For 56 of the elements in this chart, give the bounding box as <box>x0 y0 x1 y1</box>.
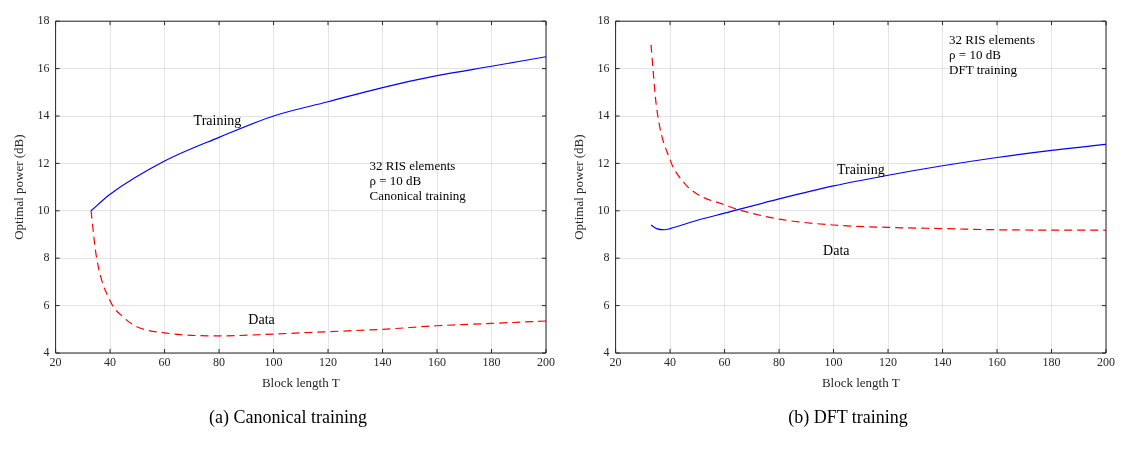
text: (b) DFT training <box>787 407 909 428</box>
annotation: 32 RIS elements <box>949 32 1036 48</box>
y-tick-label: 14 <box>597 108 610 123</box>
x-axis-title: Block length T <box>261 374 340 390</box>
x-tick-label: 140 <box>933 355 952 370</box>
series-label: Training <box>193 113 242 128</box>
x-tick-label: 120 <box>319 355 338 370</box>
x-tick-label: 60 <box>718 355 731 370</box>
x-tick-label: 20 <box>49 355 62 370</box>
y-tick-label: 10 <box>597 202 610 217</box>
y-tick-label: 6 <box>43 297 50 312</box>
x-tick-label: 40 <box>664 355 677 370</box>
x-tick-label: 80 <box>773 355 786 370</box>
y-tick-label: 16 <box>597 60 610 75</box>
text: (a) Canonical training <box>208 407 368 428</box>
line-series <box>650 44 1106 231</box>
x-tick-label: 140 <box>373 355 392 370</box>
y-tick-label: 16 <box>37 60 50 75</box>
y-tick-label: 18 <box>597 13 610 28</box>
series-label: Data <box>248 311 276 327</box>
x-tick-label: 80 <box>213 355 226 370</box>
y-tick-label: 12 <box>37 155 50 170</box>
x-tick-label: 180 <box>1042 355 1061 370</box>
x-tick-label: 160 <box>428 355 447 370</box>
x-tick-label: 200 <box>1097 355 1115 370</box>
annotation: Canonical training <box>369 188 467 204</box>
x-tick-label: 40 <box>104 355 117 370</box>
annotation: ρ = 10 dB <box>949 47 1002 63</box>
y-tick-label: 10 <box>37 202 50 217</box>
y-tick-label: 14 <box>37 108 50 123</box>
x-tick-label: 20 <box>609 355 622 370</box>
series-label: Data <box>823 242 851 258</box>
line-series <box>650 143 1106 231</box>
y-axis-title: Optimal power (dB) <box>11 134 27 240</box>
x-tick-label: 180 <box>482 355 501 370</box>
annotation: DFT training <box>949 62 1018 78</box>
line-series <box>90 210 546 337</box>
y-axis-title: Optimal power (dB) <box>571 134 587 240</box>
x-tick-label: 100 <box>824 355 843 370</box>
y-tick-label: 8 <box>43 250 50 265</box>
annotation: ρ = 10 dB <box>369 173 422 189</box>
y-tick-label: 6 <box>603 297 610 312</box>
x-tick-label: 160 <box>988 355 1007 370</box>
x-tick-label: 200 <box>537 355 555 370</box>
series-label: Training <box>836 161 885 177</box>
y-tick-label: 4 <box>43 345 50 360</box>
line-series <box>90 56 546 212</box>
y-tick-label: 8 <box>603 250 610 265</box>
x-tick-label: 60 <box>158 355 171 370</box>
x-axis-title: Block length T <box>821 374 900 390</box>
y-tick-label: 18 <box>37 13 50 28</box>
x-tick-label: 100 <box>264 355 283 370</box>
x-tick-label: 120 <box>879 355 898 370</box>
y-tick-label: 12 <box>597 155 610 170</box>
annotation: 32 RIS elements <box>369 158 456 174</box>
y-tick-label: 4 <box>603 345 610 360</box>
